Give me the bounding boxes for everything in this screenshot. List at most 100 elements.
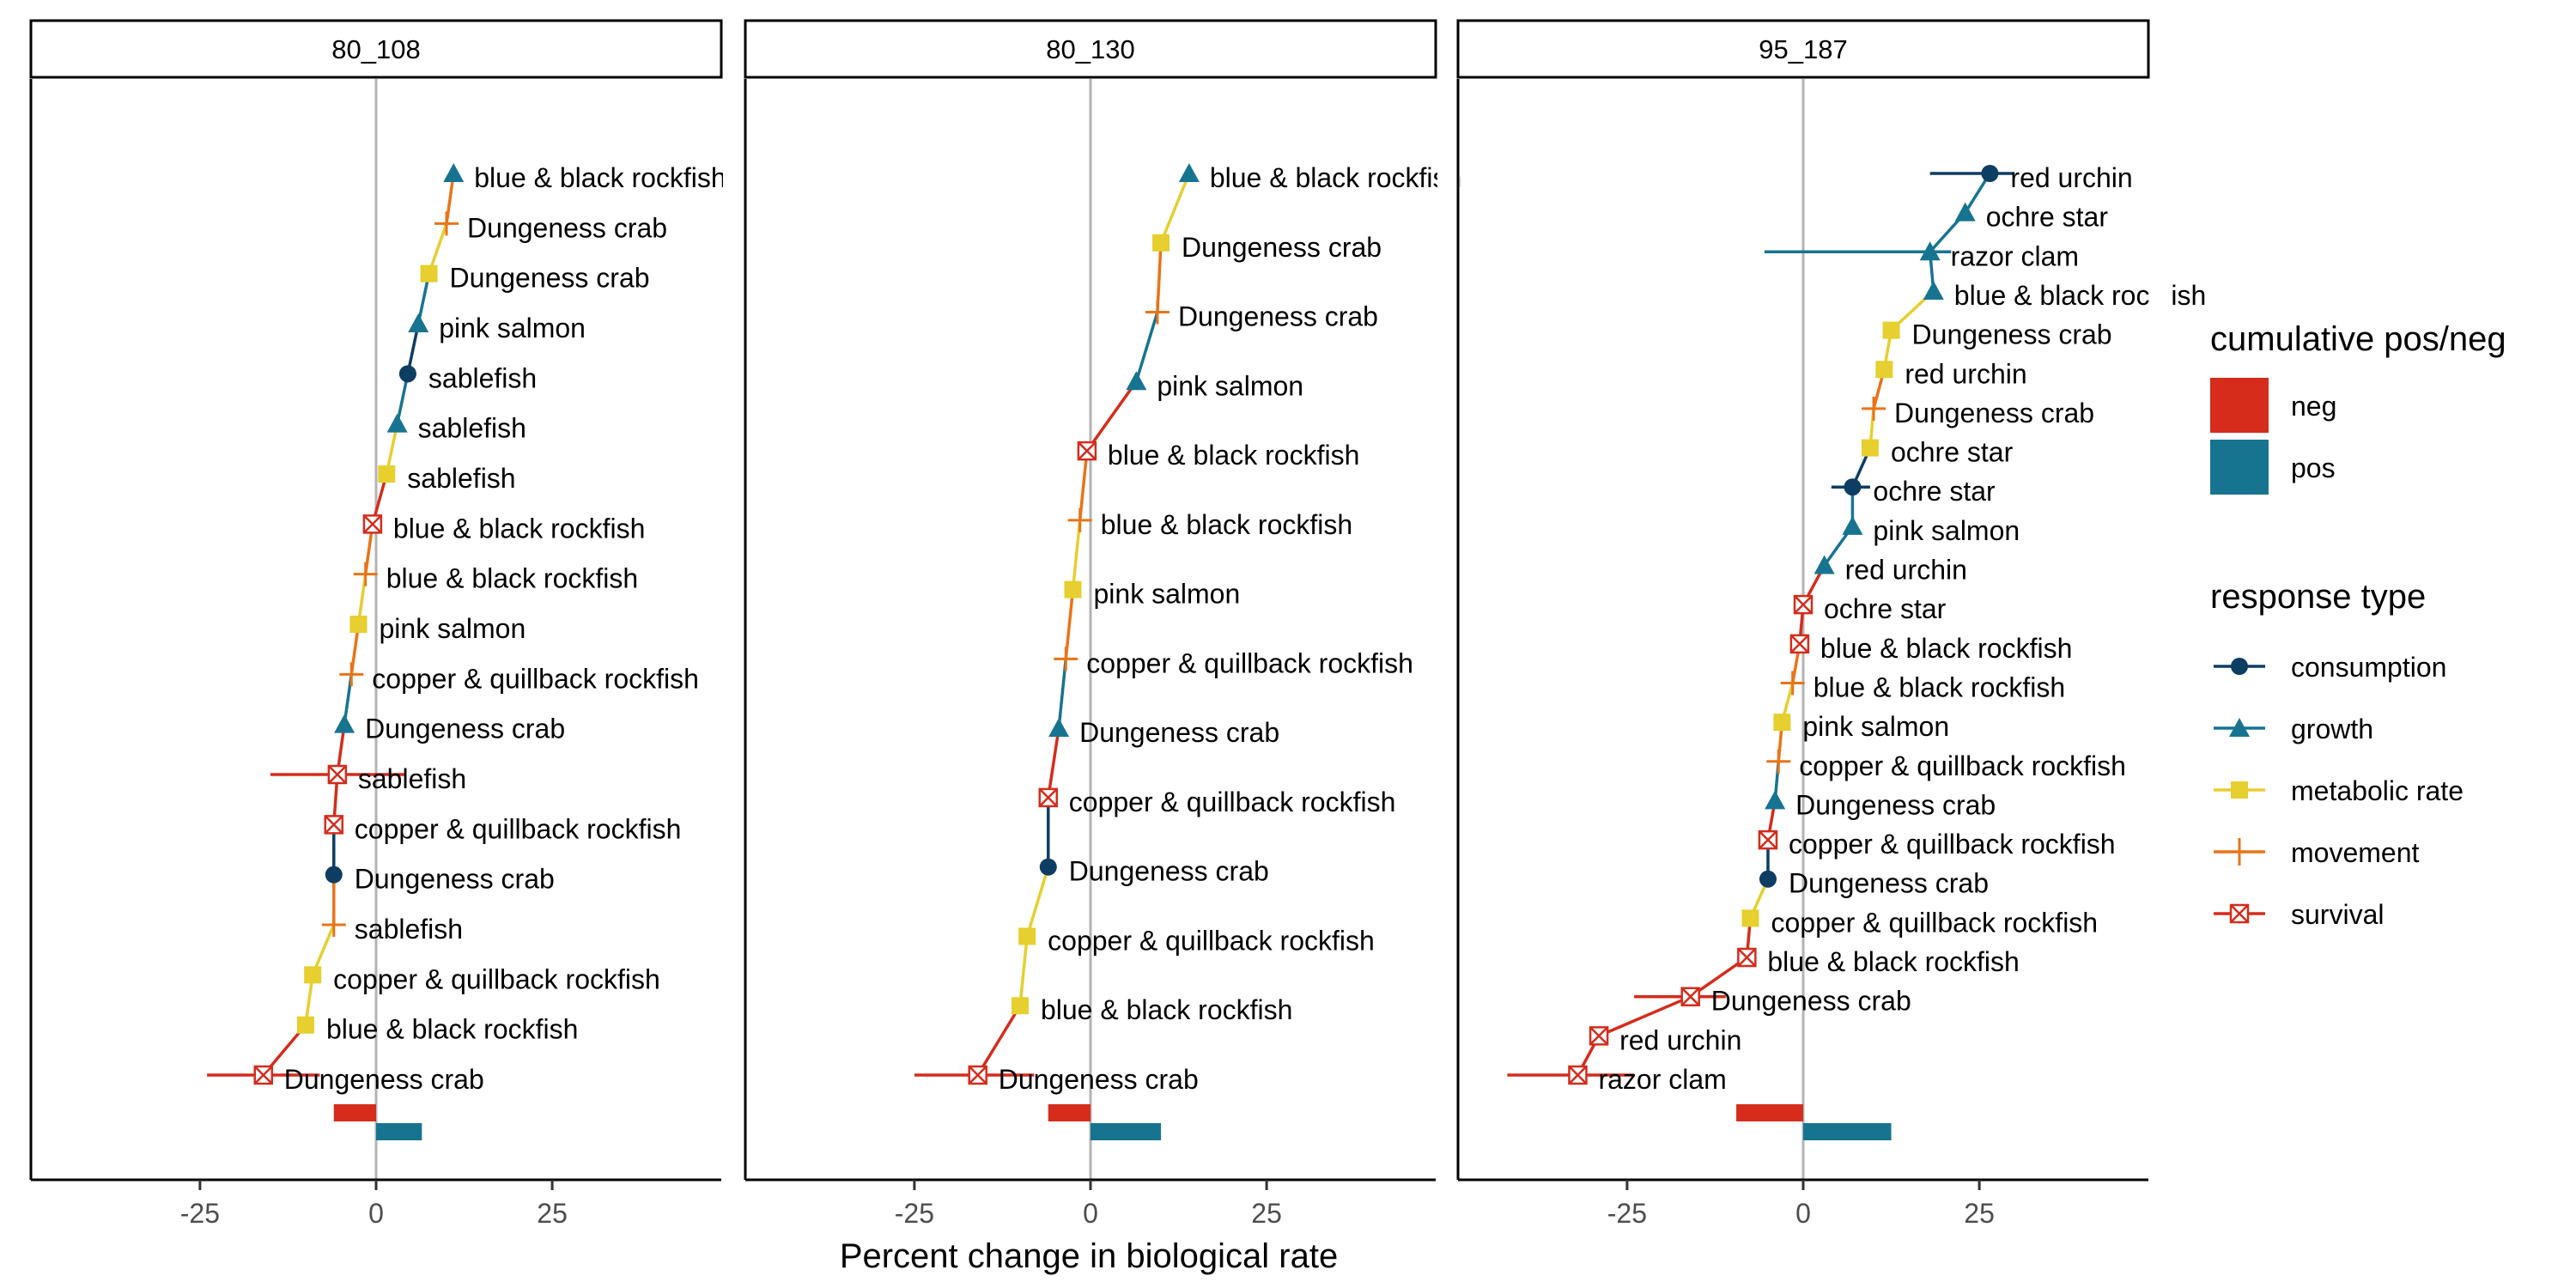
point-label: pink salmon bbox=[1873, 515, 2020, 546]
legend-label-pos: pos bbox=[2291, 453, 2336, 483]
point-consumption bbox=[325, 866, 343, 884]
point-movement bbox=[1145, 300, 1170, 325]
strip-label: 80_108 bbox=[331, 34, 420, 64]
point-metabolic-rate bbox=[304, 966, 322, 984]
point-label: sablefish bbox=[358, 763, 466, 794]
point-label: Dungeness crab bbox=[1182, 232, 1382, 263]
point-survival bbox=[1793, 594, 1814, 615]
point-consumption bbox=[398, 365, 416, 383]
point-label: Dungeness crab bbox=[1894, 398, 2094, 428]
legend-label-consumption: consumption bbox=[2291, 652, 2446, 683]
point-label: sablefish bbox=[355, 914, 463, 945]
point-consumption bbox=[1981, 165, 1999, 182]
cumulative-neg-bar bbox=[1736, 1104, 1803, 1121]
x-tick-label: 0 bbox=[1083, 1198, 1098, 1229]
point-label: ochre star bbox=[1824, 593, 1947, 624]
point-survival bbox=[362, 514, 383, 534]
point-metabolic-rate bbox=[296, 1016, 314, 1034]
point-growth bbox=[1814, 555, 1835, 574]
point-label: sablefish bbox=[418, 413, 526, 444]
cumulative-neg-bar bbox=[333, 1104, 376, 1121]
point-growth bbox=[1048, 718, 1070, 738]
point-label: copper & quillback rockfish bbox=[1086, 647, 1413, 678]
point-growth bbox=[1765, 790, 1786, 810]
point-label: pink salmon bbox=[1093, 579, 1240, 610]
legend-key-neg bbox=[2210, 378, 2269, 433]
x-axis-title: Percent change in biological rate bbox=[840, 1237, 1338, 1275]
point-metabolic-rate bbox=[420, 264, 438, 283]
cumulative-pos-bar bbox=[1091, 1123, 1162, 1140]
connector-line bbox=[1047, 727, 1060, 799]
legend-label-growth: growth bbox=[2291, 714, 2373, 744]
point-growth bbox=[1923, 280, 1944, 300]
strip-box bbox=[744, 19, 1437, 79]
point-survival bbox=[1737, 947, 1757, 968]
x-tick-label: -25 bbox=[180, 1198, 220, 1229]
x-tick-label: -25 bbox=[895, 1198, 934, 1229]
point-label: pink salmon bbox=[379, 613, 526, 644]
point-label: ochre star bbox=[1891, 437, 2014, 468]
point-movement bbox=[1862, 396, 1886, 421]
strip-box bbox=[29, 19, 723, 79]
point-label: blue & black rockfish bbox=[1814, 671, 2065, 702]
point-label: blue & black rockfish bbox=[474, 162, 726, 193]
point-label: razor clam bbox=[1951, 240, 2079, 271]
point-survival bbox=[327, 764, 348, 785]
point-survival bbox=[1680, 987, 1700, 1006]
legend-key-metabolic-rate bbox=[2231, 781, 2248, 799]
point-label: sablefish bbox=[407, 463, 515, 494]
point-movement bbox=[1766, 749, 1791, 774]
point-metabolic-rate bbox=[1018, 927, 1036, 945]
point-consumption bbox=[1844, 478, 1862, 496]
cumulative-pos-bar bbox=[1803, 1123, 1892, 1140]
point-label: copper & quillback rockfish bbox=[1048, 925, 1375, 956]
point-label: blue & black rockfish bbox=[386, 563, 638, 594]
point-label: red urchin bbox=[2010, 162, 2132, 193]
point-metabolic-rate bbox=[349, 616, 368, 633]
point-label: pink salmon bbox=[1802, 711, 1949, 742]
point-growth bbox=[1178, 163, 1200, 182]
point-label: Dungeness crab bbox=[999, 1064, 1199, 1095]
legend-label-metabolic-rate: metabolic rate bbox=[2291, 775, 2464, 806]
point-label: red urchin bbox=[1905, 358, 2026, 389]
point-label: Dungeness crab bbox=[1795, 789, 1996, 820]
point-metabolic-rate bbox=[1861, 439, 1879, 457]
point-label: razor clam bbox=[1598, 1064, 1726, 1095]
point-label: Dungeness crab bbox=[1711, 986, 1911, 1017]
point-metabolic-rate bbox=[1152, 234, 1170, 252]
point-movement bbox=[321, 913, 346, 937]
point-growth bbox=[1126, 371, 1147, 391]
connector-line bbox=[1018, 936, 1029, 1006]
point-consumption bbox=[1759, 870, 1777, 888]
x-tick-label: 25 bbox=[537, 1198, 568, 1229]
x-tick-label: 25 bbox=[1964, 1198, 1995, 1229]
point-label: copper & quillback rockfish bbox=[372, 663, 699, 694]
point-label: Dungeness crab bbox=[284, 1064, 484, 1095]
point-growth bbox=[1954, 202, 1976, 222]
point-label: copper & quillback rockfish bbox=[1069, 787, 1396, 817]
legend-label-survival: survival bbox=[2291, 899, 2384, 930]
point-label: blue & black rockfish bbox=[1210, 162, 1461, 193]
point-growth bbox=[408, 313, 429, 332]
point-label: blue & black rockfish bbox=[1101, 509, 1352, 540]
point-label: Dungeness crab bbox=[1912, 319, 2112, 350]
point-metabolic-rate bbox=[1011, 997, 1029, 1015]
label-clip-mask bbox=[2150, 79, 2172, 1183]
point-growth bbox=[443, 163, 465, 182]
point-metabolic-rate bbox=[1064, 580, 1082, 598]
connector-line bbox=[1085, 380, 1138, 453]
point-metabolic-rate bbox=[1741, 909, 1759, 927]
point-metabolic-rate bbox=[1773, 714, 1791, 732]
point-label: Dungeness crab bbox=[365, 714, 565, 744]
point-movement bbox=[353, 562, 378, 586]
x-tick-label: 25 bbox=[1251, 1198, 1282, 1229]
point-metabolic-rate bbox=[378, 465, 396, 483]
strip-box bbox=[1456, 19, 2150, 79]
point-label: Dungeness crab bbox=[355, 864, 555, 895]
point-label: copper & quillback rockfish bbox=[333, 963, 660, 994]
point-label: blue & black rockfish bbox=[326, 1014, 578, 1045]
point-movement bbox=[1067, 507, 1092, 532]
point-label: blue & black rockfish bbox=[1041, 994, 1292, 1025]
